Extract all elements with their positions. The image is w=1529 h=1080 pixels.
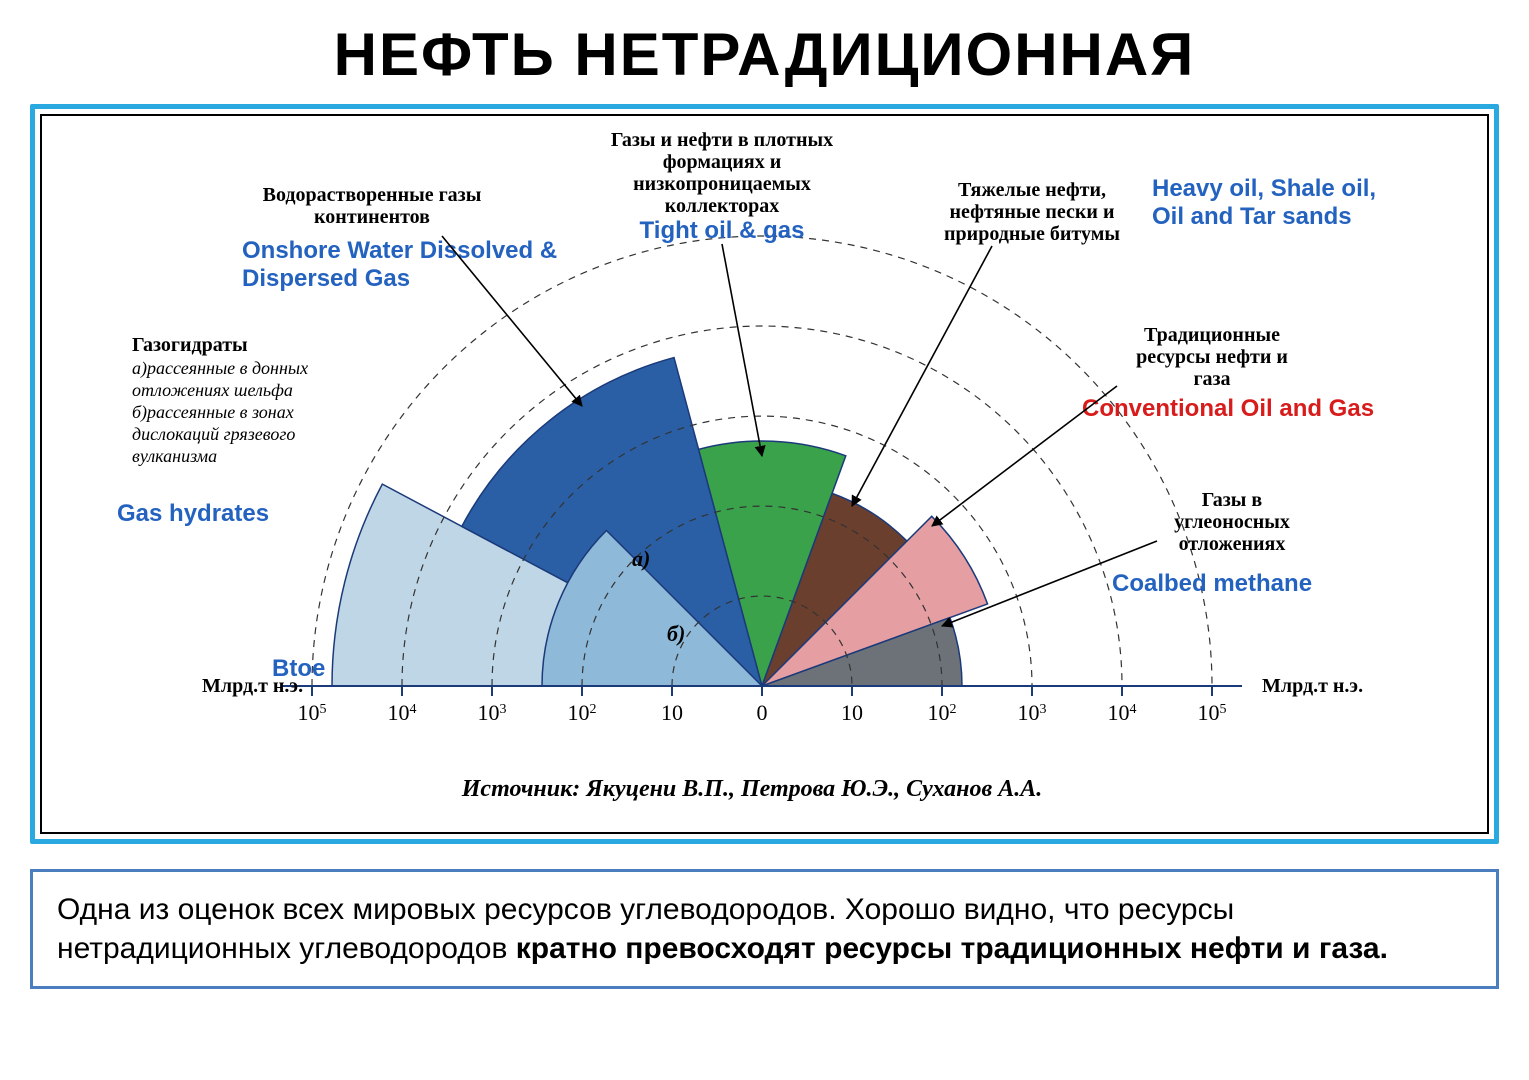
svg-text:Источник: Якуцени В.П., Петров: Источник: Якуцени В.П., Петрова Ю.Э., Су… (461, 776, 1042, 802)
caption-bold: кратно превосходят ресурсы традиционных … (516, 932, 1388, 965)
svg-text:102: 102 (568, 700, 597, 725)
svg-text:Heavy oil, Shale oil,Oil and: Heavy oil, Shale oil,Oil and Tar sands (1152, 175, 1376, 230)
svg-text:104: 104 (1108, 700, 1137, 725)
page-title: НЕФТЬ НЕТРАДИЦИОННАЯ (30, 20, 1499, 89)
svg-text:Газы вуглеоносныхотложениях: Газы вуглеоносныхотложениях (1174, 489, 1290, 555)
svg-text:Coalbed methane: Coalbed methane (1112, 570, 1312, 597)
svg-text:Tight oil & gas: Tight oil & gas (640, 217, 805, 244)
chart-frame-outer: 105 104 103 102 10 0 10 102 103 104 105 Млрд.т н.э.… (30, 104, 1499, 844)
svg-text:Газогидраты: Газогидраты (132, 334, 248, 356)
svg-text:103: 103 (478, 700, 507, 725)
svg-text:103: 103 (1018, 700, 1047, 725)
svg-text:10: 10 (841, 700, 863, 725)
svg-text:Традиционныересурсы нефти игаз: Традиционныересурсы нефти игаза (1136, 324, 1288, 390)
svg-text:0: 0 (757, 700, 768, 725)
svg-text:а)рассеянные в донныхотложения: а)рассеянные в донныхотложениях шельфаб)… (132, 358, 308, 466)
svg-text:Conventional Oil and Gas: Conventional Oil and Gas (1082, 395, 1374, 422)
svg-text:Водорастворенные газыконтинент: Водорастворенные газыконтинентов (263, 184, 482, 228)
chart-frame-inner: 105 104 103 102 10 0 10 102 103 104 105 Млрд.т н.э.… (40, 114, 1489, 834)
page: НЕФТЬ НЕТРАДИЦИОННАЯ 1051041031021001010… (0, 0, 1529, 1080)
svg-text:Gas hydrates: Gas hydrates (117, 500, 269, 527)
svg-text:Onshore Water Dissolved &Disp: Onshore Water Dissolved &Dispersed Gas (242, 237, 557, 292)
caption-box: Одна из оценок всех мировых ресурсов угл… (30, 869, 1499, 989)
svg-text:а): а) (632, 546, 650, 571)
polar-chart: 105 104 103 102 10 0 10 102 103 104 105 Млрд.т н.э.… (62, 126, 1462, 826)
svg-text:Млрд.т н.э.: Млрд.т н.э. (1262, 675, 1363, 697)
svg-text:10: 10 (661, 700, 683, 725)
svg-text:104: 104 (388, 700, 417, 725)
svg-text:105: 105 (1198, 700, 1227, 725)
svg-text:105: 105 (298, 700, 327, 725)
svg-text:Btoe: Btoe (272, 655, 325, 682)
svg-text:б): б) (667, 621, 685, 646)
svg-text:Газы и нефти в плотныхформация: Газы и нефти в плотныхформациях инизкопр… (611, 129, 833, 217)
svg-text:102: 102 (928, 700, 957, 725)
svg-text:Тяжелые нефти,нефтяные пески и: Тяжелые нефти,нефтяные пески иприродные … (944, 179, 1120, 245)
